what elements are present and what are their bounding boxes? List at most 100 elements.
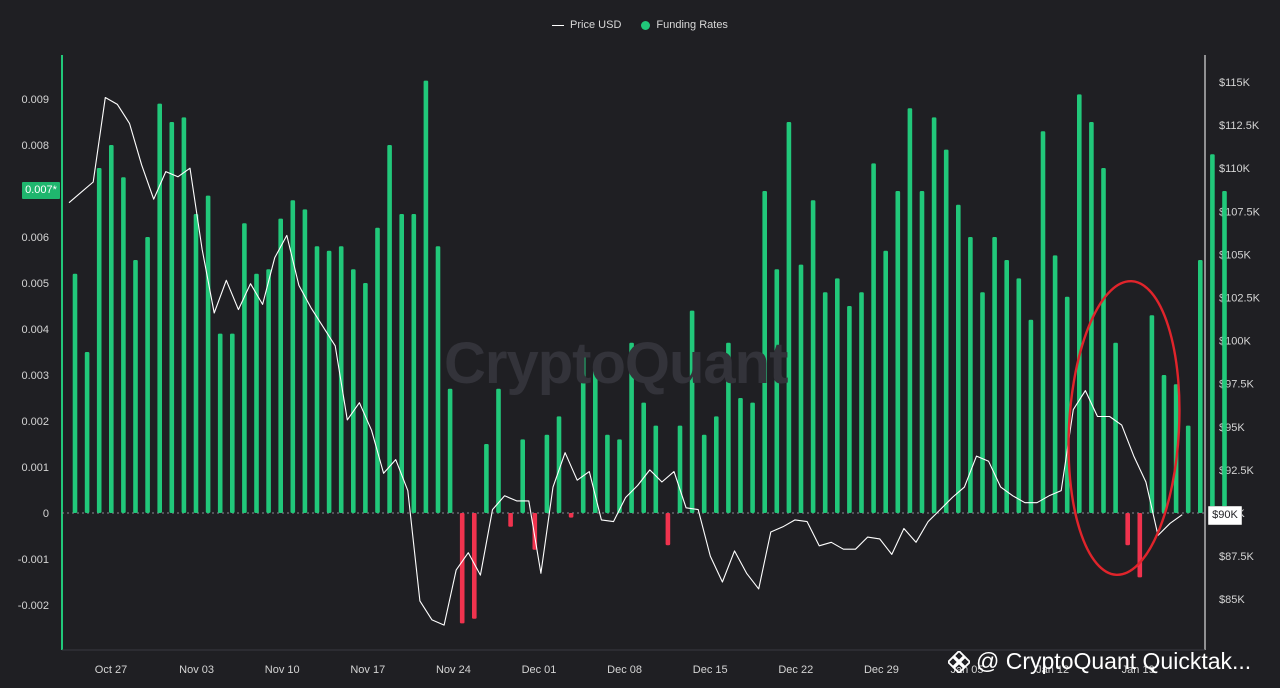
funding-bar [556, 416, 562, 513]
funding-bar [193, 214, 199, 513]
funding-bar [96, 168, 102, 513]
funding-bar [968, 237, 973, 513]
funding-bar [133, 260, 138, 513]
funding-bar [871, 163, 876, 513]
legend-item-price[interactable]: Price USD [552, 19, 621, 31]
funding-bar [701, 434, 707, 513]
funding-bar [157, 103, 162, 513]
legend-item-funding[interactable]: Funding Rates [641, 19, 728, 31]
funding-bar [774, 269, 780, 513]
funding-bar [593, 370, 598, 513]
funding-bar [1125, 513, 1130, 546]
funding-bar [762, 191, 767, 513]
funding-bar [520, 439, 525, 513]
x-tick-label: Dec 29 [864, 664, 899, 676]
y-left-tick-label: 0 [43, 508, 49, 520]
funding-bar [1161, 375, 1167, 513]
funding-bar [1004, 260, 1009, 513]
x-tick-label: Dec 08 [607, 664, 642, 676]
funding-bar [714, 416, 719, 513]
legend-price-label: Price USD [570, 19, 622, 31]
funding-bar [980, 292, 985, 513]
funding-bar [230, 333, 235, 513]
funding-bar [629, 342, 634, 513]
funding-bar [956, 204, 961, 514]
funding-bar [302, 209, 308, 513]
funding-bar [883, 250, 888, 514]
y-right-tick-label: $102.5K [1219, 293, 1261, 305]
funding-bar [1040, 131, 1046, 513]
y-left-tick-label: 0.004 [21, 324, 49, 336]
funding-bar [617, 439, 622, 513]
y-left-tick-label: -0.002 [18, 600, 49, 612]
funding-bar [943, 149, 949, 513]
funding-bar [810, 200, 816, 513]
y-right-tick-label: $115K [1219, 77, 1251, 89]
funding-bar [726, 342, 731, 513]
funding-bar [121, 177, 126, 513]
funding-bar [1185, 425, 1191, 513]
funding-bar [423, 80, 429, 513]
funding-bar [1113, 342, 1118, 513]
y-right-tick-label: $110K [1219, 163, 1251, 175]
funding-bar [835, 278, 840, 513]
funding-bar [738, 398, 743, 513]
funding-bar [447, 388, 453, 513]
funding-bar [181, 117, 187, 514]
x-tick-label: Dec 22 [778, 664, 813, 676]
funding-bar [145, 237, 150, 513]
funding-bar [508, 513, 513, 527]
funding-bar [786, 122, 792, 513]
y-right-tick-label: $97.5K [1219, 379, 1255, 391]
funding-bar [84, 352, 90, 513]
funding-bar [314, 246, 320, 513]
funding-bar [895, 191, 901, 513]
funding-bar [411, 214, 417, 513]
funding-bar [677, 425, 683, 513]
x-tick-label: Oct 27 [95, 664, 127, 676]
price-line-swatch [552, 24, 565, 26]
funding-bar [847, 306, 852, 513]
binance-icon [948, 650, 970, 673]
funding-bar [859, 292, 864, 513]
funding-bar [1052, 255, 1058, 513]
funding-bar [931, 117, 937, 514]
x-tick-label: Dec 15 [693, 664, 728, 676]
funding-bar [1028, 319, 1034, 513]
funding-bar [1077, 94, 1082, 514]
price-line [68, 96, 1183, 626]
y-left-tick-label: 0.005 [21, 278, 49, 290]
y-left-tick-label: 0.009 [21, 94, 49, 106]
funding-bar [1149, 315, 1155, 513]
funding-bar [1101, 168, 1106, 513]
funding-bar [1198, 260, 1203, 513]
funding-bar [544, 434, 550, 513]
funding-bar [1222, 191, 1227, 513]
funding-bar [750, 402, 755, 513]
funding-bar [992, 237, 997, 513]
funding-bar [72, 273, 78, 513]
funding-bar [919, 191, 925, 513]
funding-bar [1137, 513, 1143, 578]
funding-bar [435, 246, 441, 513]
funding-bar [568, 513, 574, 518]
funding-bar [109, 145, 114, 513]
funding-bar [278, 218, 283, 513]
watermark: CryptoQuant [444, 331, 788, 396]
x-tick-label: Jan 19 [1122, 664, 1155, 676]
y-right-tick-label: $107.5K [1219, 206, 1261, 218]
funding-bar [351, 269, 356, 513]
y-left-tick-label: -0.001 [18, 554, 49, 566]
funding-bar [205, 195, 211, 513]
y-right-tick-label: $87.5K [1219, 551, 1255, 563]
funding-bar [472, 513, 477, 619]
funding-bar [363, 283, 368, 513]
annotation-ellipse [1067, 279, 1181, 577]
y-left-tick-label: 0.001 [21, 462, 49, 474]
funding-bar [217, 333, 223, 513]
funding-bar [1016, 278, 1022, 513]
funding-bar [580, 352, 586, 513]
x-tick-label: Nov 24 [436, 664, 471, 676]
